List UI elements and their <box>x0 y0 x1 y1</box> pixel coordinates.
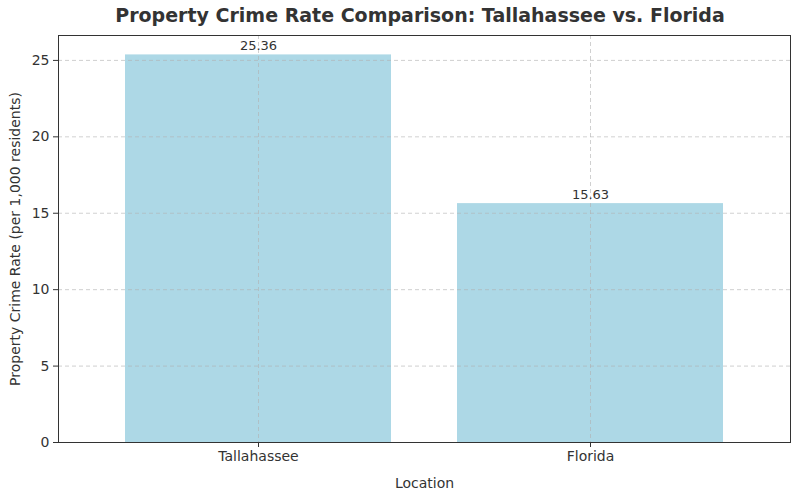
svg-text:Location: Location <box>395 475 454 491</box>
svg-text:25: 25 <box>32 52 50 68</box>
svg-text:15: 15 <box>32 205 50 221</box>
svg-text:15.63: 15.63 <box>572 187 609 202</box>
html-text:Property Crime Rate Comparison: Property Crime Rate Comparison: Tallahas… <box>115 4 725 26</box>
svg-text:Tallahassee: Tallahassee <box>217 448 298 464</box>
svg-text:Florida: Florida <box>567 448 615 464</box>
svg-text:20: 20 <box>32 128 50 144</box>
svg-text:Property Crime Rate (per 1,000: Property Crime Rate (per 1,000 residents… <box>7 92 23 386</box>
svg-text:5: 5 <box>41 358 50 374</box>
svg-text:0: 0 <box>41 434 50 450</box>
svg-text:25.36: 25.36 <box>240 38 277 53</box>
svg-text:10: 10 <box>32 281 50 297</box>
